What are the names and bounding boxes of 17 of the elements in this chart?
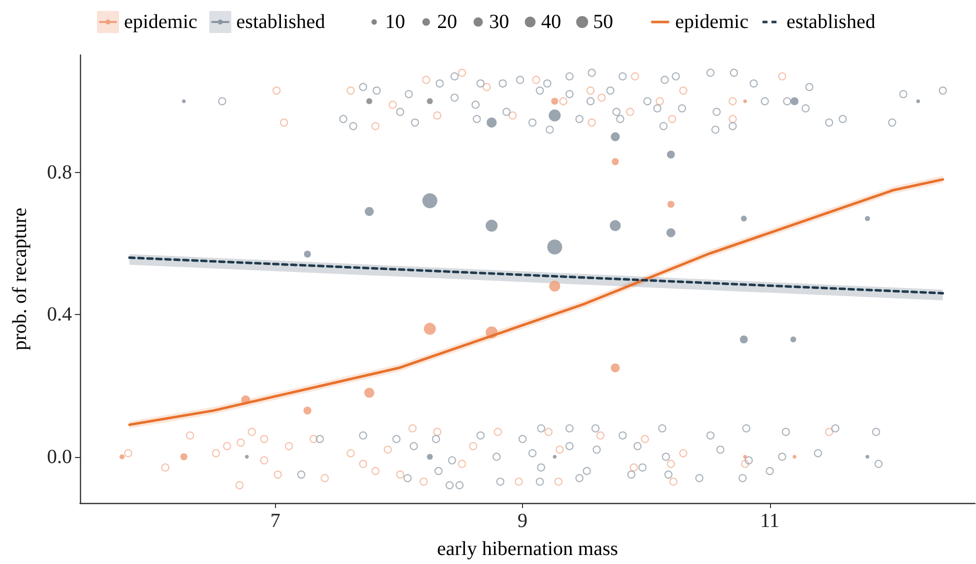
legend-label: 10 — [385, 11, 406, 33]
x-tick-label: 11 — [760, 510, 780, 532]
legend-label: epidemic — [124, 11, 198, 33]
legend-label: 40 — [541, 11, 562, 33]
y-axis-title: prob. of recapture — [9, 208, 31, 350]
legend-label: epidemic — [675, 11, 749, 33]
legend-label: 50 — [593, 11, 614, 33]
legend-label: 30 — [489, 11, 510, 33]
legend-label: established — [236, 11, 326, 33]
x-axis-title: early hibernation mass — [436, 538, 618, 560]
legend-label: established — [786, 11, 876, 33]
y-tick-label: 0.0 — [47, 446, 72, 468]
legend-label: 20 — [437, 11, 458, 33]
y-tick-label: 0.4 — [47, 304, 72, 326]
x-tick-label: 9 — [518, 510, 528, 532]
y-tick-label: 0.8 — [47, 161, 72, 184]
x-tick-label: 7 — [270, 510, 280, 532]
